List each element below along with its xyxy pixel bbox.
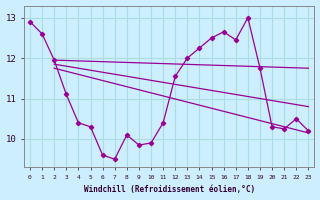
X-axis label: Windchill (Refroidissement éolien,°C): Windchill (Refroidissement éolien,°C) [84, 185, 255, 194]
